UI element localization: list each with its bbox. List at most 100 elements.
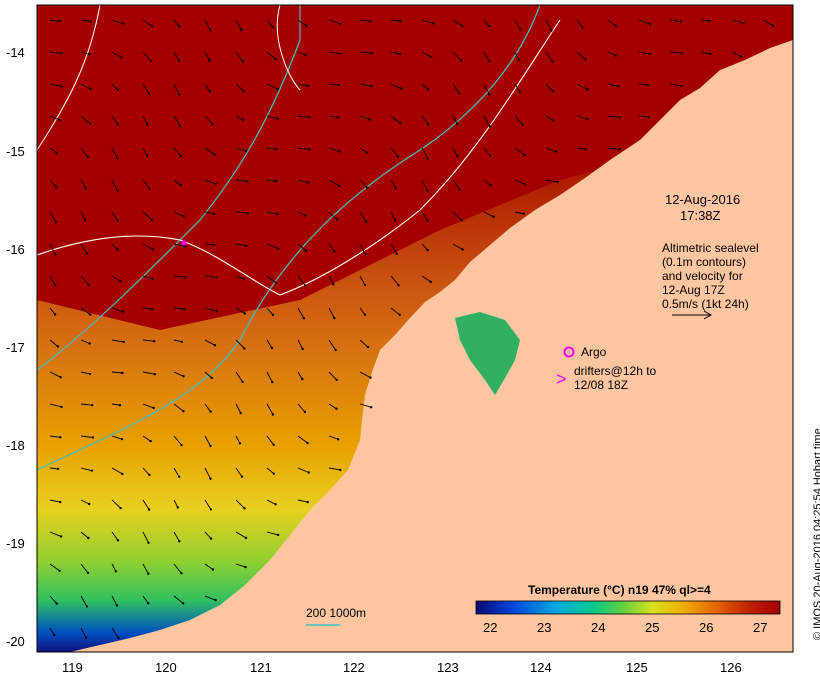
velocity-arrowhead-icon	[116, 189, 119, 192]
velocity-arrowhead-icon	[648, 52, 651, 56]
velocity-arrowhead-icon	[86, 571, 90, 575]
velocity-arrowhead-icon	[54, 220, 58, 224]
velocity-vector-icon	[173, 275, 186, 278]
velocity-vector-icon	[328, 435, 339, 440]
velocity-vector-icon	[576, 19, 583, 28]
velocity-vector-icon	[514, 179, 526, 185]
velocity-arrowhead-icon	[55, 602, 58, 605]
velocity-vector-icon	[328, 115, 339, 118]
velocity-arrowhead-icon	[178, 93, 181, 96]
velocity-arrowhead-icon	[554, 150, 558, 153]
velocity-arrowhead-icon	[370, 52, 373, 55]
velocity-vector-icon	[297, 275, 306, 286]
velocity-arrowhead-icon	[618, 116, 621, 119]
velocity-arrowhead-icon	[426, 219, 429, 222]
velocity-vector-icon	[173, 563, 182, 574]
velocity-arrowhead-icon	[59, 500, 62, 504]
velocity-arrowhead-icon	[301, 347, 304, 351]
velocity-arrowhead-icon	[456, 122, 459, 126]
velocity-arrowhead-icon	[58, 569, 61, 572]
velocity-arrowhead-icon	[338, 184, 341, 188]
velocity-arrowhead-icon	[369, 376, 372, 379]
velocity-arrowhead-icon	[396, 155, 400, 158]
velocity-arrowhead-icon	[53, 313, 57, 316]
velocity-arrowhead-icon	[586, 88, 589, 91]
altimetry-note-line: 0.5m/s (1kt 24h)	[662, 297, 749, 311]
velocity-arrowhead-icon	[60, 405, 63, 409]
velocity-vector-icon	[328, 179, 340, 187]
velocity-vector-icon	[142, 179, 150, 190]
velocity-arrowhead-icon	[84, 187, 87, 190]
velocity-vector-icon	[669, 51, 682, 54]
velocity-vector-icon	[235, 115, 244, 121]
velocity-vector-icon	[359, 307, 366, 315]
velocity-arrowhead-icon	[182, 214, 185, 218]
velocity-arrowhead-icon	[245, 244, 248, 247]
velocity-arrowhead-icon	[274, 503, 277, 506]
velocity-vector-icon	[483, 51, 490, 62]
velocity-arrowhead-icon	[617, 85, 620, 88]
velocity-vector-icon	[328, 51, 341, 55]
velocity-arrowhead-icon	[488, 59, 491, 63]
velocity-arrowhead-icon	[213, 212, 216, 215]
velocity-arrowhead-icon	[117, 636, 120, 640]
velocity-vector-icon	[173, 51, 180, 61]
velocity-vector-icon	[297, 19, 307, 27]
velocity-arrowhead-icon	[209, 477, 212, 480]
velocity-arrowhead-icon	[179, 154, 182, 158]
velocity-vector-icon	[297, 339, 304, 350]
velocity-vector-icon	[328, 211, 338, 221]
velocity-vector-icon	[204, 179, 216, 185]
velocity-vector-icon	[328, 83, 339, 86]
velocity-vector-icon	[452, 19, 463, 27]
velocity-vector-icon	[204, 403, 211, 412]
velocity-vector-icon	[266, 211, 279, 215]
lat-tick-label: -18	[6, 438, 25, 453]
velocity-arrowhead-icon	[118, 404, 122, 407]
velocity-arrowhead-icon	[432, 22, 435, 25]
velocity-vector-icon	[266, 115, 279, 120]
velocity-arrowhead-icon	[305, 24, 308, 28]
velocity-arrowhead-icon	[89, 87, 92, 91]
velocity-vector-icon	[80, 371, 91, 375]
velocity-arrowhead-icon	[333, 316, 336, 320]
velocity-arrowhead-icon	[335, 218, 339, 221]
velocity-arrowhead-icon	[151, 248, 155, 251]
velocity-vector-icon	[390, 307, 400, 316]
velocity-arrowhead-icon	[521, 123, 524, 126]
velocity-arrowhead-icon	[149, 59, 153, 63]
velocity-vector-icon	[204, 307, 217, 312]
velocity-arrowhead-icon	[214, 599, 217, 602]
colorbar-tick: 23	[537, 620, 552, 635]
velocity-vector-icon	[204, 499, 212, 510]
velocity-vector-icon	[111, 563, 117, 572]
lon-tick-label: 122	[343, 660, 365, 675]
velocity-arrowhead-icon	[276, 88, 279, 91]
velocity-vector-icon	[80, 499, 90, 505]
velocity-arrowhead-icon	[426, 157, 429, 160]
velocity-arrowhead-icon	[336, 438, 340, 441]
velocity-arrowhead-icon	[121, 371, 124, 375]
velocity-vector-icon	[483, 147, 491, 157]
velocity-vector-icon	[514, 19, 521, 30]
velocity-vector-icon	[421, 147, 429, 159]
velocity-arrowhead-icon	[239, 411, 242, 415]
velocity-arrowhead-icon	[209, 537, 213, 540]
velocity-vector-icon	[111, 19, 124, 25]
velocity-arrowhead-icon	[213, 344, 217, 347]
velocity-arrowhead-icon	[209, 508, 213, 511]
velocity-vector-icon	[142, 499, 150, 510]
velocity-vector-icon	[700, 19, 710, 22]
velocity-arrowhead-icon	[550, 29, 553, 32]
velocity-vector-icon	[142, 275, 153, 279]
altimetry-note-line: and velocity for	[662, 269, 743, 283]
velocity-arrowhead-icon	[116, 248, 120, 251]
velocity-vector-icon	[111, 179, 118, 191]
velocity-arrowhead-icon	[146, 123, 149, 126]
velocity-arrowhead-icon	[581, 26, 584, 29]
velocity-arrowhead-icon	[55, 151, 58, 155]
velocity-arrowhead-icon	[271, 25, 274, 29]
velocity-arrowhead-icon	[270, 346, 274, 350]
velocity-vector-icon	[452, 83, 460, 94]
velocity-arrowhead-icon	[399, 19, 402, 23]
